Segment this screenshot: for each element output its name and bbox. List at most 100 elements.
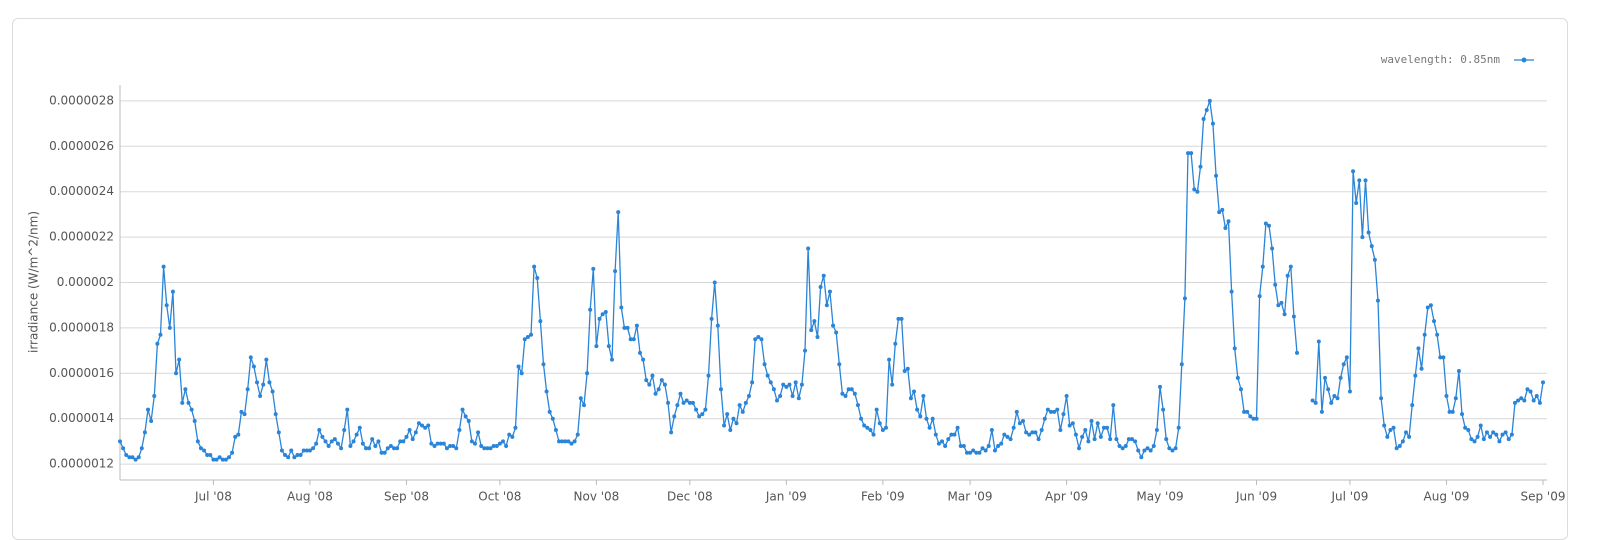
data-point (1366, 230, 1371, 235)
data-point (1484, 430, 1489, 435)
data-point (1145, 446, 1150, 451)
data-point (659, 378, 664, 383)
data-point (955, 425, 960, 430)
data-point (924, 416, 929, 421)
y-tick-label: 0.0000018 (49, 320, 114, 334)
data-point (1055, 407, 1060, 412)
data-point (547, 409, 552, 414)
data-point (1204, 107, 1209, 112)
data-point (1114, 437, 1119, 442)
data-point (681, 400, 686, 405)
data-point (522, 337, 527, 342)
data-point (877, 421, 882, 426)
data-point (743, 400, 748, 405)
data-point (896, 316, 901, 321)
data-point (563, 439, 568, 444)
data-point (329, 439, 334, 444)
data-point (1217, 210, 1222, 215)
data-point (1214, 173, 1219, 178)
data-point (491, 443, 496, 448)
data-point (476, 430, 481, 435)
data-point (641, 357, 646, 362)
data-point (261, 382, 266, 387)
data-point (578, 396, 583, 401)
data-point (332, 437, 337, 442)
data-point (1313, 400, 1318, 405)
data-point (267, 380, 272, 385)
data-point (1207, 98, 1212, 103)
data-point (1266, 223, 1271, 228)
data-point (824, 303, 829, 308)
data-point (1357, 178, 1362, 183)
data-point (634, 323, 639, 328)
data-point (550, 416, 555, 421)
data-point (130, 455, 135, 460)
data-point (684, 398, 689, 403)
data-point (382, 450, 387, 455)
data-point (631, 337, 636, 342)
data-point (1039, 428, 1044, 433)
data-point (448, 443, 453, 448)
x-tick-label: Jan '09 (765, 490, 807, 504)
data-point (1002, 432, 1007, 437)
data-point (855, 403, 860, 408)
data-point (1129, 437, 1134, 442)
data-point (796, 396, 801, 401)
data-point (902, 369, 907, 374)
data-point (1326, 387, 1331, 392)
data-point (871, 432, 876, 437)
data-point (943, 443, 948, 448)
data-point (529, 332, 534, 337)
data-point (1341, 362, 1346, 367)
data-point (395, 446, 400, 451)
data-point (572, 439, 577, 444)
data-point (149, 418, 154, 423)
data-point (283, 453, 288, 458)
data-point (594, 344, 599, 349)
data-point (1270, 246, 1275, 251)
data-point (1042, 416, 1047, 421)
data-point (1251, 416, 1256, 421)
data-point (301, 448, 306, 453)
data-point (320, 434, 325, 439)
data-point (778, 394, 783, 399)
data-point (233, 434, 238, 439)
data-point (1441, 355, 1446, 360)
data-point (497, 441, 502, 446)
data-point (940, 439, 945, 444)
data-point (977, 450, 982, 455)
data-point (264, 357, 269, 362)
x-tick-label: Feb '09 (861, 490, 905, 504)
data-point (127, 455, 132, 460)
data-point (1332, 394, 1337, 399)
data-point (1279, 300, 1284, 305)
data-point (1472, 439, 1477, 444)
data-point (827, 289, 832, 294)
data-point (1133, 439, 1138, 444)
data-point (734, 421, 739, 426)
data-point (541, 362, 546, 367)
data-point (136, 455, 141, 460)
data-point (413, 430, 418, 435)
data-point (1463, 425, 1468, 430)
data-point (535, 275, 540, 280)
data-point (1316, 339, 1321, 344)
data-point (1347, 389, 1352, 394)
x-tick-label: Mar '09 (948, 490, 993, 504)
data-point (706, 373, 711, 378)
data-point (999, 441, 1004, 446)
data-point (1534, 394, 1539, 399)
data-point (1238, 387, 1243, 392)
data-point (653, 391, 658, 396)
data-point (818, 285, 823, 290)
data-point (410, 437, 415, 442)
data-point (974, 450, 979, 455)
data-point (768, 380, 773, 385)
x-tick-label: Aug '08 (287, 490, 333, 504)
data-point (762, 362, 767, 367)
data-point (270, 389, 275, 394)
data-point (980, 446, 985, 451)
data-point (1092, 437, 1097, 442)
data-point (1394, 446, 1399, 451)
data-point (1541, 380, 1545, 385)
